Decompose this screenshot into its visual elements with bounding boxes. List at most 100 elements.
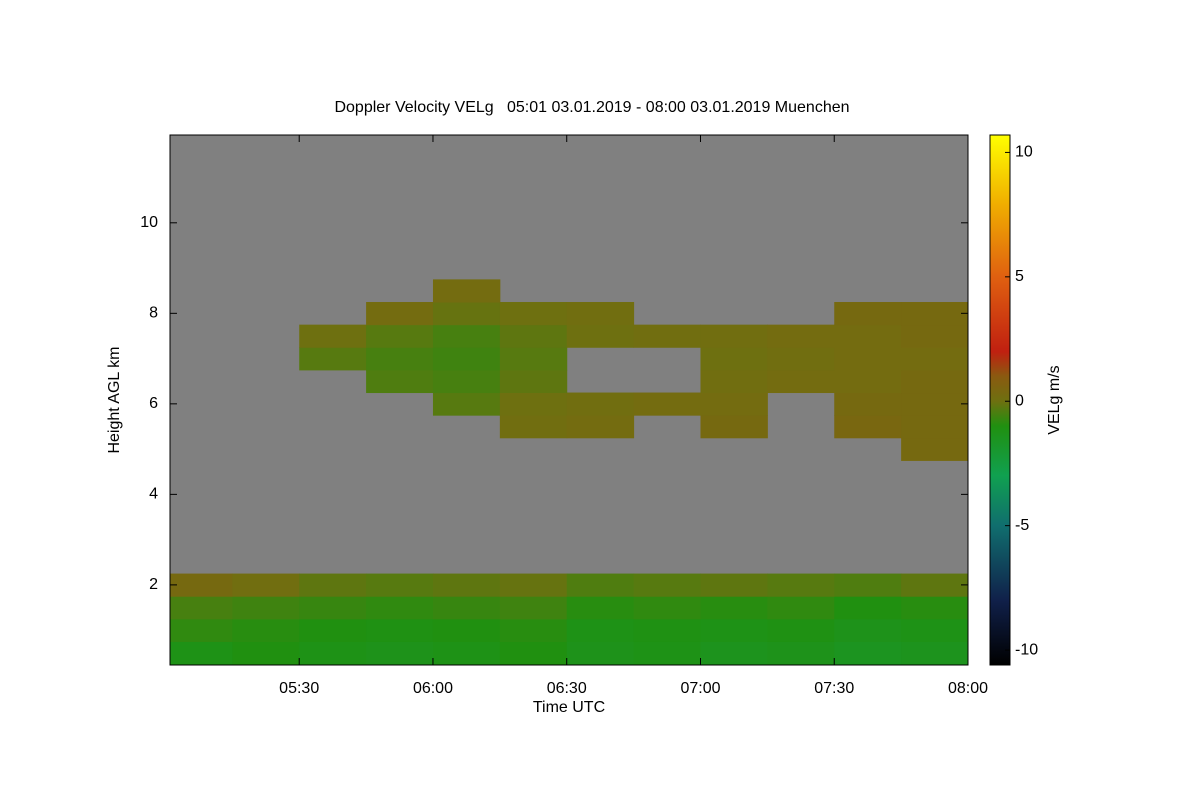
x-axis-label: Time UTC	[533, 699, 605, 716]
heatmap-cell	[767, 347, 835, 371]
heatmap-cell	[566, 641, 635, 665]
heatmap-cell	[232, 596, 300, 620]
heatmap-cell	[499, 618, 568, 642]
heatmap-cell	[901, 641, 968, 665]
heatmap-cell	[366, 324, 434, 348]
heatmap-cell	[366, 347, 434, 371]
heatmap-cell	[432, 302, 501, 326]
heatmap-cell	[834, 415, 902, 439]
colorbar-tick-label: 10	[1015, 144, 1033, 161]
heatmap-cell	[366, 618, 434, 642]
heatmap-cell	[901, 369, 968, 394]
y-tick-label: 2	[149, 576, 158, 593]
heatmap-cell	[232, 618, 300, 642]
heatmap-cell	[566, 324, 635, 348]
x-tick-label: 07:30	[814, 680, 854, 697]
heatmap-cell	[432, 596, 501, 620]
heatmap-cell	[566, 302, 635, 326]
heatmap-cell	[700, 415, 768, 439]
heatmap-cell	[170, 573, 233, 597]
x-tick-label: 08:00	[948, 680, 988, 697]
heatmap-cell	[700, 324, 768, 348]
heatmap-cell	[633, 324, 701, 348]
heatmap-cell	[170, 641, 233, 665]
heatmap-cell	[901, 324, 968, 348]
colorbar-label: VELg m/s	[1046, 365, 1063, 434]
heatmap-cell	[499, 369, 568, 394]
heatmap-cell	[299, 573, 367, 597]
heatmap-cell	[901, 437, 968, 461]
heatmap-cell	[499, 573, 568, 597]
heatmap-cell	[432, 347, 501, 371]
heatmap-cell	[901, 415, 968, 439]
heatmap-cell	[901, 618, 968, 642]
heatmap-cell	[767, 324, 835, 348]
colorbar-tick-label: 0	[1015, 392, 1024, 409]
heatmap-cell	[432, 369, 501, 394]
x-tick-label: 06:30	[547, 680, 587, 697]
heatmap-cell	[700, 392, 768, 416]
heatmap-cell	[432, 279, 501, 303]
heatmap-cell	[901, 302, 968, 326]
heatmap-cell	[767, 618, 835, 642]
heatmap-cell	[834, 596, 902, 620]
colorbar-tick-label: -5	[1015, 517, 1029, 534]
heatmap-cell	[566, 618, 635, 642]
heatmap-cell	[299, 596, 367, 620]
heatmap-cell	[834, 392, 902, 416]
heatmap-cell	[499, 415, 568, 439]
y-axis-label: Height AGL km	[106, 346, 123, 453]
heatmap-cell	[366, 302, 434, 326]
colorbar	[989, 134, 1011, 666]
heatmap	[170, 135, 968, 665]
heatmap-cell	[366, 641, 434, 665]
plot-frame	[169, 134, 969, 666]
heatmap-cell	[432, 324, 501, 348]
colorbar-tick-label: 5	[1015, 268, 1024, 285]
heatmap-cell	[566, 573, 635, 597]
heatmap-cell	[499, 641, 568, 665]
heatmap-cell	[901, 596, 968, 620]
heatmap-cell	[499, 302, 568, 326]
heatmap-cell	[633, 573, 701, 597]
heatmap-cell	[700, 573, 768, 597]
heatmap-cell	[901, 347, 968, 371]
heatmap-cell	[834, 324, 902, 348]
heatmap-cell	[432, 392, 501, 416]
heatmap-cell	[834, 641, 902, 665]
heatmap-cell	[499, 596, 568, 620]
heatmap-cell	[633, 596, 701, 620]
heatmap-cell	[700, 369, 768, 394]
heatmap-cell	[700, 596, 768, 620]
heatmap-cell	[499, 324, 568, 348]
heatmap-cell	[834, 302, 902, 326]
heatmap-cell	[299, 618, 367, 642]
heatmap-cell	[700, 641, 768, 665]
heatmap-cell	[767, 641, 835, 665]
heatmap-cell	[633, 618, 701, 642]
heatmap-cell	[767, 573, 835, 597]
y-tick-label: 8	[149, 305, 158, 322]
colorbar-tick-label: -10	[1015, 641, 1038, 658]
heatmap-cell	[901, 573, 968, 597]
heatmap-cell	[834, 347, 902, 371]
heatmap-cell	[700, 347, 768, 371]
x-tick-label: 06:00	[413, 680, 453, 697]
heatmap-cell	[834, 618, 902, 642]
heatmap-cell	[566, 596, 635, 620]
x-tick-label: 05:30	[279, 680, 319, 697]
heatmap-cell	[566, 415, 635, 439]
heatmap-cell	[834, 573, 902, 597]
heatmap-cell	[499, 347, 568, 371]
heatmap-cell	[170, 618, 233, 642]
y-tick-label: 6	[149, 395, 158, 412]
heatmap-cell	[767, 369, 835, 394]
heatmap-cell	[366, 596, 434, 620]
heatmap-cell	[767, 596, 835, 620]
heatmap-cell	[170, 596, 233, 620]
heatmap-cell	[299, 641, 367, 665]
heatmap-cell	[366, 369, 434, 394]
heatmap-cell	[299, 347, 367, 371]
heatmap-cell	[566, 392, 635, 416]
